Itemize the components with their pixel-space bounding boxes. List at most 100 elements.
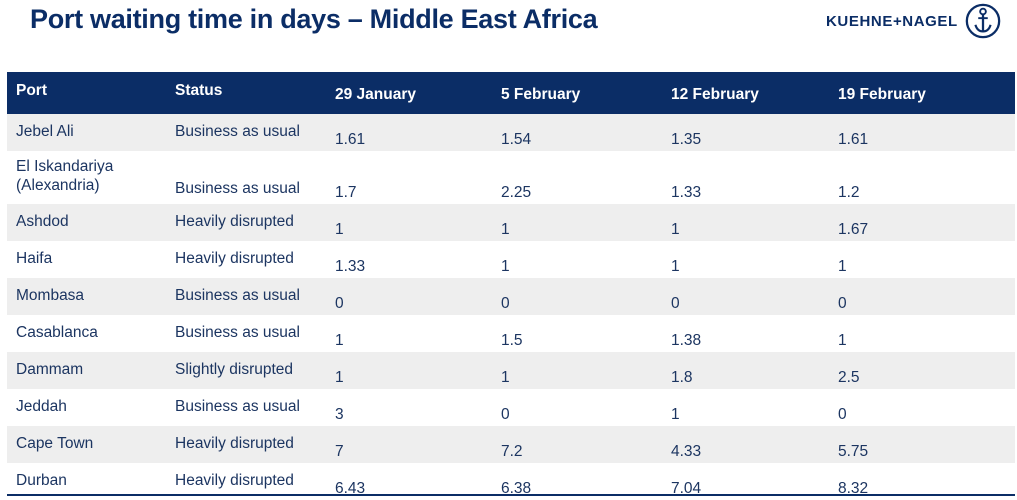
waiting-time-value: 1 (838, 332, 847, 349)
waiting-time-value: 0 (838, 295, 847, 312)
waiting-time-cell: 1 (671, 389, 838, 426)
waiting-time-value: 3 (335, 406, 344, 423)
waiting-time-cell: 1 (671, 241, 838, 278)
waiting-time-value: 1 (501, 369, 510, 386)
waiting-time-value: 0 (838, 406, 847, 423)
table-row: Ashdod Heavily disrupted 1 1 1 1.67 (7, 204, 1015, 241)
waiting-time-cell: 0 (671, 278, 838, 315)
waiting-time-value: 7 (335, 443, 344, 460)
port-name: Casablanca (16, 324, 98, 341)
waiting-time-value: 1 (838, 258, 847, 275)
company-logo: KUEHNE+NAGEL (826, 2, 1002, 40)
port-cell: Casablanca (7, 315, 175, 352)
table-row: Jebel Ali Business as usual 1.61 1.54 1.35 1.… (7, 114, 1015, 151)
waiting-time-value: 1 (335, 221, 344, 238)
table-row: Casablanca Business as usual 1 1.5 1.38 1 (7, 315, 1015, 352)
waiting-time-cell: 5.75 (838, 426, 1015, 463)
waiting-time-cell: 4.33 (671, 426, 838, 463)
waiting-time-cell: 0 (501, 389, 671, 426)
waiting-time-value: 1.61 (838, 131, 869, 148)
status-cell: Business as usual (175, 389, 335, 426)
waiting-time-cell: 1 (335, 315, 501, 352)
status-text: Business as usual (175, 398, 300, 415)
status-cell: Heavily disrupted (175, 241, 335, 278)
waiting-time-cell: 0 (838, 389, 1015, 426)
waiting-time-value: 1 (671, 221, 680, 238)
port-cell: Jebel Ali (7, 114, 175, 151)
waiting-time-value: 1 (671, 406, 680, 423)
table-row: Mombasa Business as usual 0 0 0 0 (7, 278, 1015, 315)
waiting-time-cell: 1.8 (671, 352, 838, 389)
port-name: Jebel Ali (16, 123, 74, 140)
status-cell: Business as usual (175, 114, 335, 151)
waiting-time-cell: 1.35 (671, 114, 838, 151)
waiting-time-value: 1.67 (838, 221, 869, 238)
waiting-time-value: 2.25 (501, 184, 532, 201)
waiting-time-cell: 1.33 (671, 151, 838, 204)
status-cell: Heavily disrupted (175, 463, 335, 500)
waiting-time-cell: 6.38 (501, 463, 671, 500)
waiting-time-value: 1.38 (671, 332, 702, 349)
logo-text: KUEHNE+NAGEL (826, 12, 958, 30)
status-cell: Business as usual (175, 151, 335, 204)
waiting-time-value: 6.43 (335, 480, 366, 497)
waiting-time-value: 1.33 (671, 184, 702, 201)
waiting-time-cell: 1 (335, 204, 501, 241)
table-row: Dammam Slightly disrupted 1 1 1.8 2.5 (7, 352, 1015, 389)
waiting-time-value: 1.35 (671, 131, 702, 148)
status-text: Heavily disrupted (175, 250, 294, 267)
column-header-status: Status (175, 82, 223, 99)
waiting-time-value: 7.2 (501, 443, 523, 460)
waiting-time-cell: 1 (838, 315, 1015, 352)
waiting-time-cell: 0 (335, 278, 501, 315)
waiting-time-cell: 0 (501, 278, 671, 315)
status-cell: Slightly disrupted (175, 352, 335, 389)
waiting-time-cell: 2.5 (838, 352, 1015, 389)
port-name: El Iskandariya (Alexandria) (16, 158, 114, 194)
waiting-time-cell: 1 (501, 241, 671, 278)
waiting-time-cell: 1.61 (335, 114, 501, 151)
waiting-time-value: 1 (671, 258, 680, 275)
waiting-time-cell: 1 (671, 204, 838, 241)
waiting-time-value: 1.8 (671, 369, 693, 386)
port-name: Durban (16, 472, 67, 489)
waiting-time-cell: 1.61 (838, 114, 1015, 151)
port-cell: Jeddah (7, 389, 175, 426)
waiting-time-cell: 1.54 (501, 114, 671, 151)
waiting-time-cell: 3 (335, 389, 501, 426)
table-header-row: Port Status 29 January 5 February 12 Feb… (7, 72, 1015, 114)
waiting-time-cell: 7 (335, 426, 501, 463)
table-row: Cape Town Heavily disrupted 7 7.2 4.33 5.75 (7, 426, 1015, 463)
waiting-time-cell: 0 (838, 278, 1015, 315)
waiting-time-value: 6.38 (501, 480, 532, 497)
waiting-time-value: 2.5 (838, 369, 860, 386)
waiting-time-cell: 1.67 (838, 204, 1015, 241)
waiting-time-cell: 2.25 (501, 151, 671, 204)
waiting-time-value: 1 (501, 221, 510, 238)
waiting-time-cell: 1.5 (501, 315, 671, 352)
status-text: Heavily disrupted (175, 435, 294, 452)
waiting-time-cell: 1 (501, 204, 671, 241)
status-text: Business as usual (175, 287, 300, 304)
waiting-time-value: 1 (335, 332, 344, 349)
status-text: Heavily disrupted (175, 472, 294, 489)
port-cell: Haifa (7, 241, 175, 278)
waiting-time-value: 5.75 (838, 443, 869, 460)
column-header-date-2: 5 February (501, 86, 581, 103)
table-row: Jeddah Business as usual 3 0 1 0 (7, 389, 1015, 426)
port-cell: Ashdod (7, 204, 175, 241)
column-header-date-4: 19 February (838, 86, 926, 103)
column-header-date-3: 12 February (671, 86, 759, 103)
waiting-time-cell: 7.2 (501, 426, 671, 463)
waiting-time-value: 1.5 (501, 332, 523, 349)
table-row: Haifa Heavily disrupted 1.33 1 1 1 (7, 241, 1015, 278)
waiting-time-value: 1.54 (501, 131, 532, 148)
port-name: Jeddah (16, 398, 67, 415)
anchor-icon (965, 3, 1001, 39)
table-bottom-border (7, 494, 1015, 496)
waiting-time-cell: 1.2 (838, 151, 1015, 204)
waiting-time-cell: 1.33 (335, 241, 501, 278)
port-waiting-table: Port Status 29 January 5 February 12 Feb… (7, 72, 1015, 500)
waiting-time-cell: 1 (501, 352, 671, 389)
waiting-time-value: 1 (501, 258, 510, 275)
